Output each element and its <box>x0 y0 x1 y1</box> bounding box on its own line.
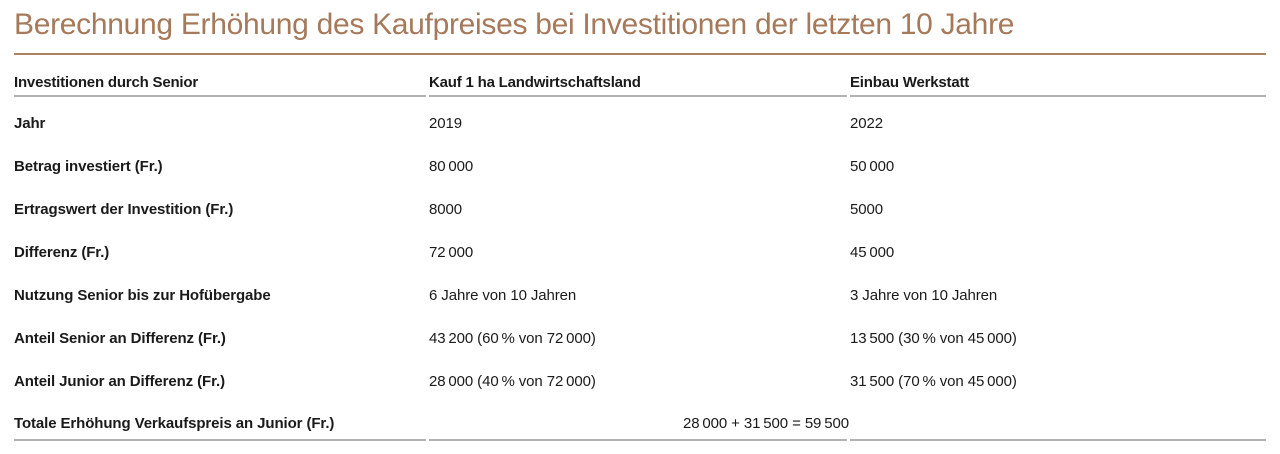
row-nutzung-value-werkstatt: 3 Jahre von 10 Jahren <box>850 286 998 304</box>
row-differenz-label: Differenz (Fr.) <box>14 243 110 261</box>
row-anteil-junior-value-werkstatt: 31 500 (70 % von 45 000) <box>850 372 1017 390</box>
row-jahr-label: Jahr <box>14 114 46 132</box>
row-anteil-senior-label: Anteil Senior an Differenz (Fr.) <box>14 329 226 347</box>
row-differenz-value-werkstatt: 45 000 <box>850 243 895 261</box>
row-anteil-senior-value-werkstatt: 13 500 (30 % von 45 000) <box>850 329 1017 347</box>
row-jahr-value-land: 2019 <box>429 114 462 132</box>
row-ertragswert-value-land: 8000 <box>429 200 462 218</box>
row-anteil-junior-label: Anteil Junior an Differenz (Fr.) <box>14 372 225 390</box>
column-header-label: Investitionen durch Senior <box>14 55 426 97</box>
row-betrag-label: Betrag investiert (Fr.) <box>14 157 163 175</box>
row-nutzung-value-land: 6 Jahre von 10 Jahren <box>429 286 577 304</box>
row-differenz-value-land: 72 000 <box>429 243 474 261</box>
column-header-werkstatt: Einbau Werkstatt <box>850 55 1266 97</box>
row-nutzung-label: Nutzung Senior bis zur Hofübergabe <box>14 286 271 304</box>
page-title: Berechnung Erhöhung des Kaufpreises bei … <box>14 8 1015 41</box>
investment-table: Investitionen durch Senior Kauf 1 ha Lan… <box>14 55 1266 441</box>
column-header-land: Kauf 1 ha Landwirtschaftsland <box>429 55 847 97</box>
row-anteil-junior-value-land: 28 000 (40 % von 72 000) <box>429 372 596 390</box>
title-rule <box>14 53 1266 55</box>
row-ertragswert-value-werkstatt: 5000 <box>850 200 883 218</box>
row-betrag-value-land: 80 000 <box>429 157 474 175</box>
row-anteil-senior-value-land: 43 200 (60 % von 72 000) <box>429 329 596 347</box>
row-betrag-value-werkstatt: 50 000 <box>850 157 895 175</box>
row-jahr-value-werkstatt: 2022 <box>850 114 883 132</box>
row-total-label: Totale Erhöhung Verkaufspreis an Junior … <box>14 398 426 441</box>
row-total-value: 28 000 + 31 500 = 59 500 <box>429 398 849 441</box>
row-total-empty-cell <box>850 398 1266 441</box>
row-ertragswert-label: Ertragswert der Investition (Fr.) <box>14 200 234 218</box>
